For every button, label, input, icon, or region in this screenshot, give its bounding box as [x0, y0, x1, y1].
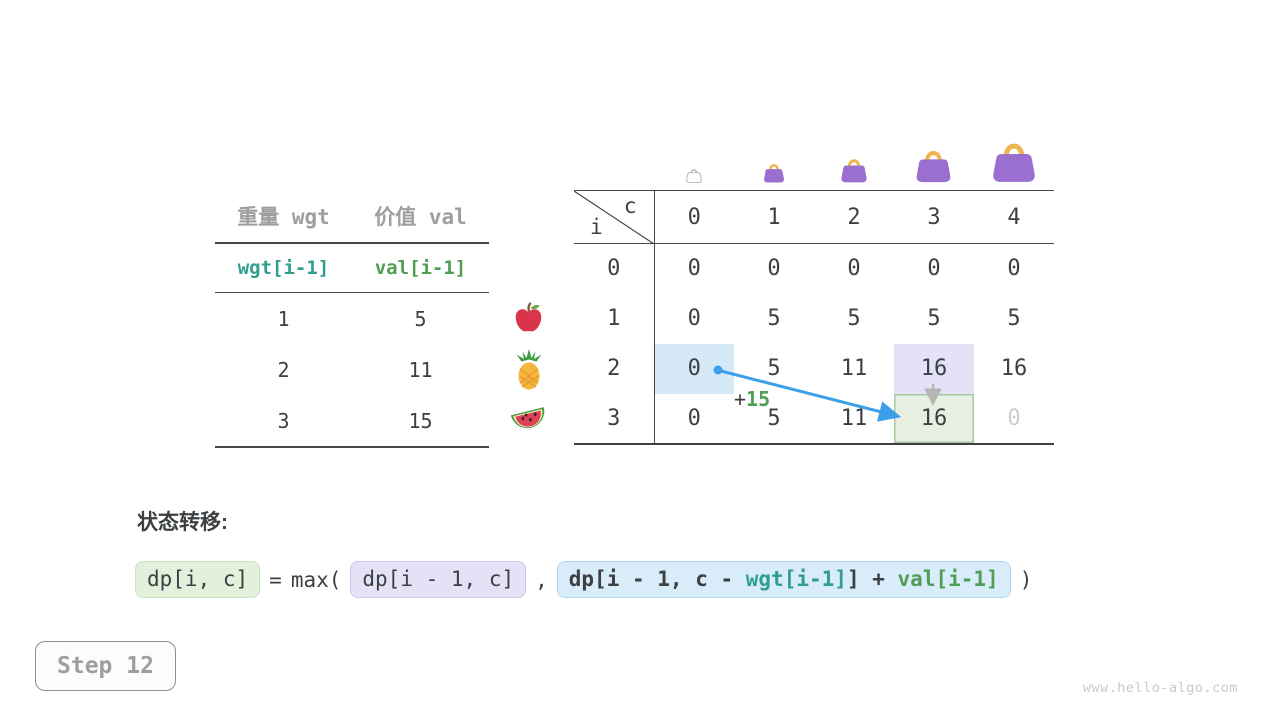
dp-table: c i 0 1 2 3 4 0 0 0 0 0 0 1 0 5 — [574, 190, 1054, 445]
item-row-1: 1 5 — [215, 293, 489, 345]
item-1-value: 5 — [414, 306, 427, 331]
close-paren: ) — [1019, 567, 1033, 592]
dp-cell-1-1: 5 — [767, 306, 781, 331]
dp-col-header-0: 0 — [654, 190, 734, 244]
step-badge: Step 12 — [35, 641, 176, 691]
watermelon-icon — [510, 403, 548, 441]
dp-cell-0-2: 0 — [847, 256, 861, 282]
dp-cell-3-4: 0 — [1007, 405, 1021, 431]
items-col-weight-header: 重量 wgt — [215, 190, 352, 244]
dp-cell-0-0: 0 — [687, 256, 701, 282]
item-2-weight: 2 — [277, 357, 290, 382]
dp-cell-0-4: 0 — [1007, 256, 1021, 282]
items-header-row: 重量 wgt 价值 val — [215, 190, 489, 244]
wgt-var-cell: wgt[i-1] — [215, 243, 352, 293]
dp-cell-1-2: 5 — [847, 306, 861, 331]
empty-bag-icon — [686, 166, 702, 187]
dp-cell-3-0: 0 — [687, 405, 701, 431]
take-part-plus: + — [859, 567, 898, 591]
dp-row-0: 0 0 0 0 0 0 — [574, 243, 1054, 294]
item-1-weight: 1 — [277, 306, 290, 331]
plus-sign: + — [734, 387, 747, 411]
dp-header-row: c i 0 1 2 3 4 — [574, 190, 1054, 244]
dp-cell-1-3: 5 — [927, 306, 941, 331]
dp-corner-cell: c i — [574, 190, 655, 244]
equals-sign: = — [269, 567, 282, 592]
apple-icon — [513, 302, 544, 338]
take-part-val: val[i-1] — [897, 567, 999, 591]
take-part-bracket: ] — [846, 567, 860, 591]
items-var-row: wgt[i-1] val[i-1] — [215, 243, 489, 293]
dp-col-header-2: 2 — [814, 190, 894, 244]
add-value-annotation: +15 — [734, 387, 770, 411]
diagonal-divider — [574, 191, 654, 244]
dp-cell-2-2: 11 — [840, 356, 868, 381]
state-transition-formula: dp[i, c] = max( dp[i - 1, c] , dp[i - 1,… — [135, 561, 1033, 599]
dp-col-header-1: 1 — [734, 190, 814, 244]
dp-row-1: 1 0 5 5 5 5 — [574, 293, 1054, 344]
dp-row-header-2: 2 — [574, 343, 655, 394]
formula-chip-dp-i-c: dp[i, c] — [135, 561, 261, 599]
dp-cell-2-0-source-highlight: 0 — [654, 343, 734, 394]
dp-cell-2-3-source-highlight: 16 — [894, 343, 974, 394]
added-value: 15 — [746, 387, 771, 411]
max-open: max( — [290, 567, 342, 592]
item-row-3: 3 15 — [215, 395, 489, 447]
item-3-value: 15 — [408, 408, 433, 433]
dp-cell-1-4: 5 — [1007, 306, 1021, 331]
dp-cell-3-3-current-highlight: 16 — [894, 393, 974, 444]
dp-col-header-4: 4 — [974, 190, 1054, 244]
dp-row-2: 2 0 5 11 16 16 — [574, 343, 1054, 394]
item-3-weight: 3 — [277, 408, 290, 433]
comma: , — [535, 567, 548, 592]
dp-cell-0-3: 0 — [927, 256, 941, 282]
bag-icon-3 — [915, 144, 952, 187]
dp-row-3: 3 0 5 11 16 0 — [574, 393, 1054, 444]
formula-chip-skip-item: dp[i - 1, c] — [350, 561, 527, 599]
state-transition-heading: 状态转移: — [137, 511, 228, 534]
items-table: 重量 wgt 价值 val wgt[i-1] val[i-1] 1 5 2 11… — [215, 190, 489, 448]
dp-col-header-3: 3 — [894, 190, 974, 244]
capacity-var-label: c — [623, 194, 637, 218]
pineapple-icon — [512, 349, 546, 395]
bag-icon-2 — [840, 154, 868, 187]
bag-icon-1 — [763, 160, 785, 187]
site-watermark: www.hello-algo.com — [1082, 680, 1238, 696]
dp-row-header-1: 1 — [574, 293, 655, 344]
items-col-value-header: 价值 val — [352, 190, 489, 244]
dp-row-header-3: 3 — [574, 393, 655, 444]
bag-icon-4 — [991, 135, 1037, 187]
dp-row-header-0: 0 — [574, 243, 655, 294]
dp-cell-0-1: 0 — [767, 256, 781, 282]
item-index-var-label: i — [590, 215, 603, 239]
dp-cell-2-4: 16 — [1000, 356, 1028, 381]
dp-cell-1-0: 0 — [687, 306, 701, 331]
dp-cell-3-2: 11 — [840, 405, 868, 431]
formula-chip-take-item: dp[i - 1, c - wgt[i-1]] + val[i-1] — [556, 561, 1011, 599]
item-2-value: 11 — [408, 357, 433, 382]
val-var-cell: val[i-1] — [352, 243, 489, 293]
dp-cell-2-1: 5 — [767, 356, 781, 381]
item-row-2: 2 11 — [215, 344, 489, 395]
take-part-wgt: wgt[i-1] — [745, 567, 847, 591]
take-part-dp: dp[i - 1, c - — [568, 567, 746, 591]
